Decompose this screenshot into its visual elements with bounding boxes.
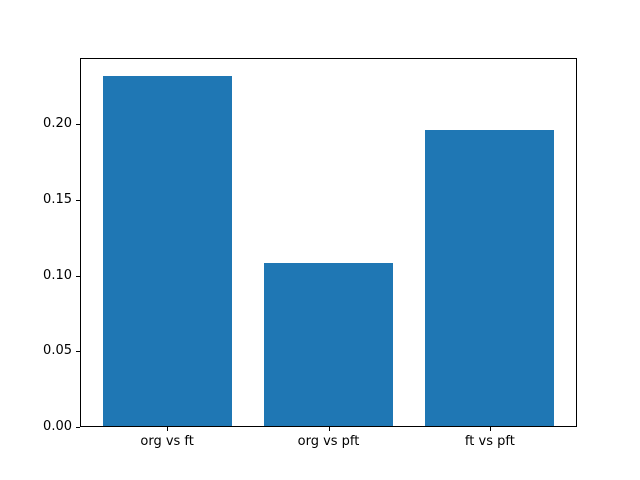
x-tick-mark: [167, 427, 169, 431]
bar: [263, 263, 394, 427]
bar: [425, 130, 555, 427]
y-tick-label: 0.00: [43, 419, 72, 434]
y-tick-label: 0.20: [43, 116, 72, 132]
y-tick-mark: [76, 124, 80, 126]
bar: [102, 75, 232, 427]
x-tick-mark: [328, 427, 330, 431]
y-tick-label: 0.15: [43, 191, 72, 207]
x-tick-label: org vs pft: [297, 434, 360, 449]
x-tick-label: org vs ft: [140, 434, 194, 449]
y-tick-label: 0.10: [43, 267, 72, 283]
x-tick-mark: [489, 427, 491, 431]
x-tick-label: ft vs pft: [464, 434, 515, 449]
y-tick-label: 0.05: [43, 343, 72, 359]
y-tick-mark: [76, 351, 80, 353]
y-tick-mark: [76, 199, 80, 201]
y-tick-mark: [76, 427, 80, 428]
y-tick-mark: [76, 275, 80, 277]
